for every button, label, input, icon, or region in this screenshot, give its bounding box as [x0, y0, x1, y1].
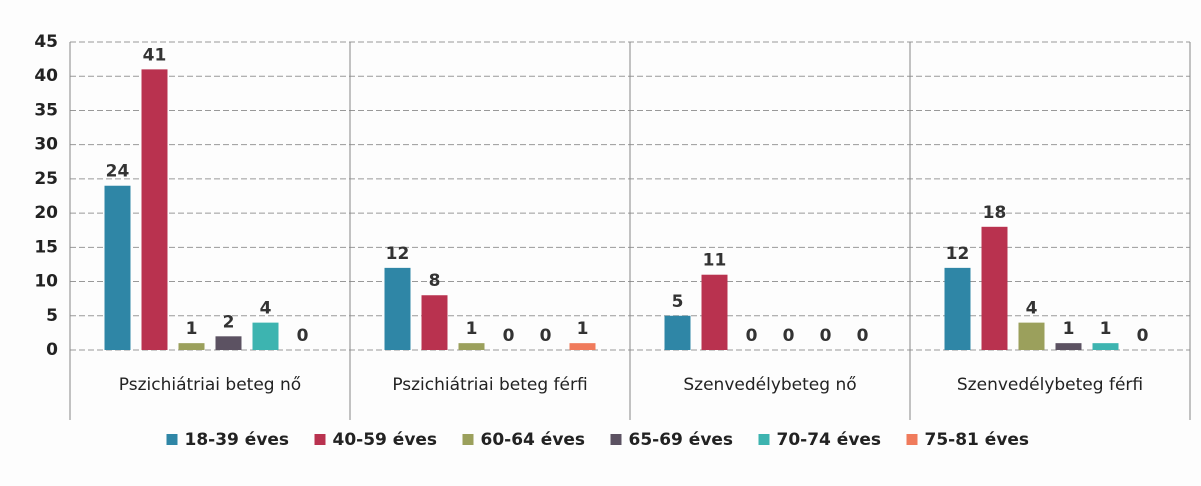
y-tick-label: 35: [34, 100, 58, 120]
legend-label: 75-81 éves: [925, 430, 1030, 450]
data-label: 2: [223, 312, 235, 332]
data-label: 0: [503, 326, 515, 346]
legend-swatch: [758, 434, 770, 445]
y-tick-label: 30: [34, 135, 58, 155]
legend-swatch: [314, 434, 326, 445]
data-label: 1: [1063, 319, 1075, 339]
bar: [664, 315, 691, 350]
data-label: 18: [983, 203, 1007, 223]
y-tick-label: 45: [34, 32, 58, 52]
y-tick-label: 40: [34, 66, 58, 86]
legend-swatch: [166, 434, 178, 445]
bar: [701, 274, 728, 350]
data-label: 4: [1026, 299, 1038, 319]
y-tick-label: 0: [46, 340, 58, 360]
bar: [178, 343, 205, 350]
data-label: 0: [857, 326, 869, 346]
y-tick-label: 15: [34, 237, 58, 257]
data-label: 41: [143, 45, 167, 65]
bar: [1055, 343, 1082, 350]
x-tick-label: Pszichiátriai beteg nő: [119, 375, 301, 395]
x-tick-label: Pszichiátriai beteg férfi: [392, 375, 587, 395]
bar: [421, 295, 448, 350]
legend-label: 40-59 éves: [333, 430, 438, 450]
y-tick-label: 20: [34, 203, 58, 223]
bar: [384, 267, 411, 350]
data-label: 1: [466, 319, 478, 339]
bar: [1092, 343, 1119, 350]
data-label: 1: [577, 319, 589, 339]
legend-label: 18-39 éves: [185, 430, 290, 450]
legend-swatch: [610, 434, 622, 445]
x-tick-label: Szenvedélybeteg nő: [683, 375, 856, 395]
y-tick-label: 25: [34, 169, 58, 189]
data-label: 1: [186, 319, 198, 339]
data-label: 24: [106, 162, 130, 182]
bar: [981, 226, 1008, 350]
data-label: 5: [672, 292, 684, 312]
data-label: 0: [783, 326, 795, 346]
legend-label: 65-69 éves: [629, 430, 734, 450]
data-label: 0: [297, 326, 309, 346]
data-label: 0: [746, 326, 758, 346]
bar: [104, 185, 131, 350]
data-label: 0: [820, 326, 832, 346]
bar: [458, 343, 485, 350]
data-label: 12: [386, 244, 410, 264]
data-label: 8: [429, 271, 441, 291]
legend-label: 70-74 éves: [777, 430, 882, 450]
data-label: 0: [540, 326, 552, 346]
bar: [141, 69, 168, 350]
data-label: 0: [1137, 326, 1149, 346]
data-label: 12: [946, 244, 970, 264]
bar: [569, 343, 596, 350]
data-label: 1: [1100, 319, 1112, 339]
bar: [1018, 322, 1045, 350]
legend-swatch: [906, 434, 918, 445]
bar: [944, 267, 971, 350]
bar: [252, 322, 279, 350]
data-label: 4: [260, 299, 272, 319]
legend-swatch: [462, 434, 474, 445]
y-tick-label: 5: [46, 306, 58, 326]
x-tick-label: Szenvedélybeteg férfi: [957, 375, 1143, 395]
bar: [215, 336, 242, 350]
legend-label: 60-64 éves: [481, 430, 586, 450]
data-label: 11: [703, 251, 727, 271]
y-tick-label: 10: [34, 272, 58, 292]
